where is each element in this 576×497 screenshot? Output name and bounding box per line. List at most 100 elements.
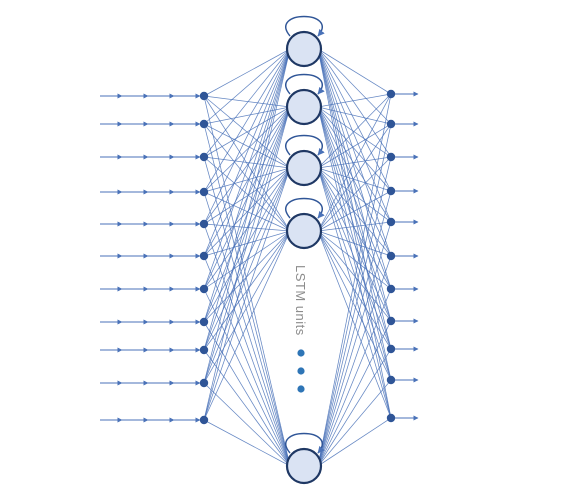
edge [203, 223, 291, 467]
edge [317, 106, 392, 125]
ellipsis-dot [297, 367, 305, 375]
edge [203, 48, 291, 384]
lstm-units-label: LSTM units [293, 265, 308, 336]
output-node [386, 217, 396, 227]
lstm-unit [285, 447, 323, 485]
edge [317, 156, 392, 467]
edge [203, 106, 291, 257]
edge [317, 230, 392, 290]
edge [203, 230, 291, 351]
output-lines [395, 91, 419, 421]
recurrent-loop [285, 432, 325, 454]
edge [317, 167, 392, 257]
edge [317, 379, 392, 467]
edge [317, 221, 392, 232]
output-node [386, 186, 396, 196]
edge [203, 230, 291, 421]
recurrent-loops [285, 15, 325, 454]
input-node [199, 251, 209, 261]
nodes [199, 30, 396, 485]
ellipsis-dot [297, 385, 305, 393]
ellipsis-dot [297, 349, 305, 357]
edge [317, 156, 392, 232]
edge [317, 106, 392, 419]
edge [203, 48, 291, 125]
edge [317, 48, 392, 158]
edge [317, 106, 392, 158]
output-node [386, 89, 396, 99]
edge [203, 288, 291, 467]
edge [203, 95, 291, 467]
input-node [199, 284, 209, 294]
recurrent-loop [285, 134, 325, 156]
edge [203, 382, 291, 467]
edge [203, 106, 291, 158]
edge [203, 167, 291, 225]
output-node [386, 375, 396, 385]
input-lines [100, 93, 201, 423]
edge [317, 93, 392, 467]
recurrent-loop [285, 15, 325, 37]
edge [317, 106, 392, 322]
input-node [199, 378, 209, 388]
output-node [386, 119, 396, 129]
edge [317, 48, 392, 125]
edge [203, 106, 291, 421]
lstm-unit [285, 88, 323, 126]
edge [317, 167, 392, 290]
lstm-unit [285, 149, 323, 187]
edge [203, 106, 291, 290]
edge [203, 419, 291, 467]
edge [317, 190, 392, 467]
edge [203, 48, 291, 193]
edge [317, 93, 392, 108]
edge [203, 123, 291, 169]
edge [317, 167, 392, 322]
edge [203, 321, 291, 467]
edge [203, 349, 291, 467]
edge [317, 93, 392, 169]
edge [317, 48, 392, 192]
edge [317, 93, 392, 232]
edge [317, 167, 392, 223]
edge [317, 230, 392, 350]
edge [317, 320, 392, 467]
edge [317, 48, 392, 290]
edge [203, 123, 291, 232]
edge [203, 106, 291, 351]
edge [203, 48, 291, 323]
input-node [199, 152, 209, 162]
input-node [199, 91, 209, 101]
edge [317, 48, 392, 257]
input-node [199, 187, 209, 197]
edge [317, 255, 392, 467]
edge [203, 167, 291, 421]
edge [203, 48, 291, 158]
edge [203, 48, 291, 290]
edge [203, 106, 291, 225]
edge [317, 123, 392, 232]
edge [203, 156, 291, 169]
edge [317, 48, 392, 322]
edge [317, 288, 392, 467]
edge [203, 191, 291, 467]
edge [203, 48, 291, 97]
edge [317, 230, 392, 322]
edge [203, 230, 291, 257]
lstm-unit [285, 30, 323, 68]
input-node [199, 119, 209, 129]
edge [317, 167, 392, 192]
edge [203, 48, 291, 225]
input-node [199, 317, 209, 327]
connection-edges [203, 48, 392, 467]
edge [317, 417, 392, 467]
output-node [386, 344, 396, 354]
recurrent-loop [285, 73, 325, 95]
edge [203, 167, 291, 384]
edge [317, 230, 392, 257]
edge [317, 106, 392, 257]
edge [203, 167, 291, 257]
output-node [386, 316, 396, 326]
edge [317, 48, 392, 95]
